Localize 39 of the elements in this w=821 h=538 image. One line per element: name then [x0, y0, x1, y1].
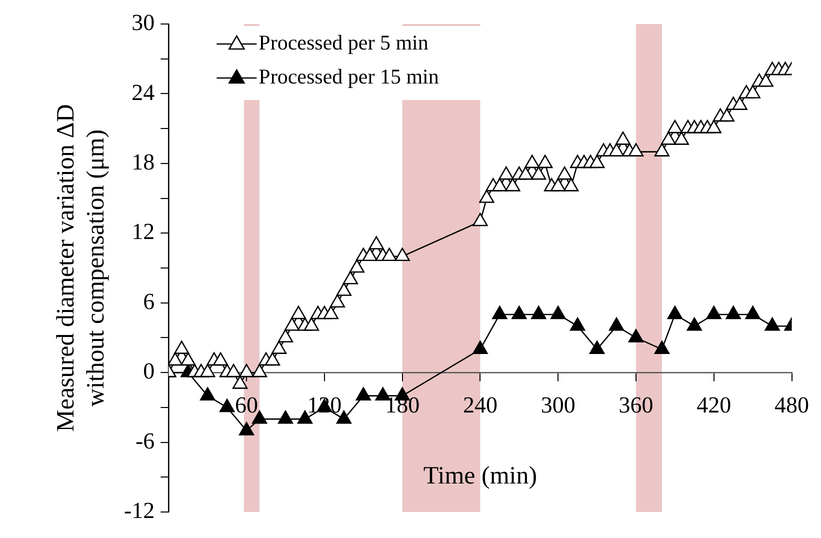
y-tick-label: 12: [132, 219, 155, 244]
point: [238, 422, 254, 436]
point: [219, 398, 235, 412]
legend-label: Processed per 5 min: [258, 30, 429, 55]
y-tick-label: 24: [132, 80, 156, 105]
y-tick-label: -6: [135, 428, 155, 454]
point: [531, 306, 546, 320]
legend-label: Processed per 15 min: [258, 64, 440, 89]
point: [608, 317, 624, 331]
x-tick-label: 240: [462, 392, 498, 418]
y-tick-label: -12: [124, 498, 155, 524]
point: [628, 329, 644, 342]
y-tick-label: 6: [143, 288, 155, 314]
point: [570, 317, 586, 331]
x-tick-label: 300: [540, 392, 576, 418]
point: [200, 387, 216, 400]
point: [472, 340, 488, 354]
y-tick-label: 18: [132, 149, 155, 174]
point: [512, 306, 527, 320]
point: [278, 410, 294, 424]
point: [745, 306, 760, 320]
point: [589, 340, 605, 354]
point: [492, 306, 508, 320]
point: [667, 306, 682, 320]
x-axis-title: Time (min): [423, 462, 538, 490]
point: [356, 387, 371, 400]
x-tick-label: 420: [696, 392, 732, 418]
point: [726, 306, 741, 320]
y-tick-label: 30: [132, 10, 155, 36]
point: [706, 306, 722, 320]
y-axis-title: Measured diameter variation ΔD without compensation (μm): [52, 104, 110, 432]
point: [686, 317, 702, 331]
point: [550, 306, 566, 320]
x-tick-label: 480: [774, 392, 809, 418]
x-tick-label: 360: [618, 392, 654, 418]
point: [654, 340, 670, 354]
point: [764, 317, 780, 331]
x-tick-label: 60: [235, 392, 258, 418]
y-tick-label: 0: [143, 358, 155, 384]
